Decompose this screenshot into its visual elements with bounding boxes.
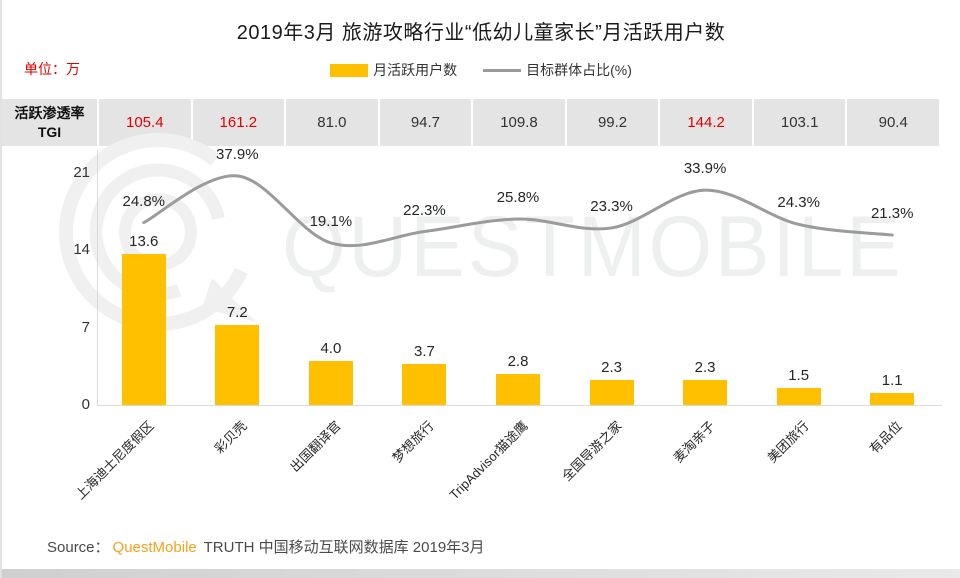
- tgi-cell: 81.0: [286, 99, 378, 146]
- category-label: TripAdvisor猫途鹰: [446, 418, 531, 503]
- bar: [870, 392, 915, 405]
- bar-legend-swatch-icon: [330, 63, 369, 77]
- source-prefix: Source：: [47, 539, 110, 556]
- legend-item-bar: 月活跃用户数: [330, 60, 457, 80]
- bar-value-label: 4.0: [320, 339, 342, 357]
- line-value-label: 25.8%: [496, 189, 540, 207]
- bar: [589, 379, 634, 405]
- tgi-cell: 99.2: [566, 99, 659, 146]
- source-suffix: TRUTH 中国移动互联网数据库 2019年3月: [199, 539, 485, 556]
- bar-legend-label: 月活跃用户数: [373, 62, 458, 78]
- category-label: 梦想旅行: [389, 418, 438, 466]
- bar: [308, 360, 353, 405]
- bar: [683, 379, 728, 405]
- category-label: 彩贝壳: [211, 418, 251, 457]
- line-value-label: 19.1%: [309, 212, 353, 230]
- legend: 月活跃用户数 目标群体占比(%): [2, 60, 960, 80]
- y-axis-line: [97, 150, 98, 405]
- y-axis-tick: 0: [81, 396, 90, 413]
- tgi-header-line1: 活跃渗透率: [14, 105, 85, 122]
- source-brand: QuestMobile: [112, 539, 197, 556]
- x-axis-line: [97, 405, 942, 406]
- bar-value-label: 1.5: [788, 367, 810, 385]
- source-line: Source： QuestMobile TRUTH 中国移动互联网数据库 2019…: [47, 536, 485, 557]
- y-axis-tick: 14: [73, 241, 90, 258]
- line-value-label: 37.9%: [216, 145, 259, 163]
- category-label: 有品位: [866, 418, 905, 457]
- bottom-bar: [2, 569, 960, 578]
- tgi-row: 活跃渗透率 TGI 105.4 161.2 81.0 94.7 109.8 99.2 144…: [2, 99, 939, 146]
- tgi-header-line2: TGI: [37, 123, 62, 140]
- bar-value-label: 3.7: [414, 343, 435, 361]
- tgi-cell: 109.8: [473, 99, 565, 146]
- legend-item-line: 目标群体占比(%): [483, 60, 632, 80]
- tgi-row-header: 活跃渗透率 TGI: [2, 99, 97, 146]
- unit-label: 单位：万: [24, 61, 80, 77]
- tgi-cell: 161.2: [192, 99, 285, 146]
- category-label: 美团旅行: [763, 418, 812, 466]
- line-legend-label: 目标群体占比(%): [526, 62, 632, 78]
- tgi-cell: 144.2: [660, 99, 752, 146]
- bar-value-label: 7.2: [226, 304, 248, 322]
- line-value-label: 24.8%: [122, 192, 166, 210]
- tgi-cell: 90.4: [847, 99, 939, 146]
- category-label: 麦淘亲子: [670, 418, 718, 466]
- bar: [215, 325, 260, 405]
- bar: [402, 364, 447, 405]
- line-value-label: 23.3%: [590, 197, 633, 215]
- y-axis-tick: 21: [73, 163, 90, 181]
- tgi-cell: 94.7: [379, 99, 472, 146]
- chart-title: 2019年3月 旅游攻略行业“低幼儿童家长”月活跃用户数: [236, 22, 726, 44]
- bar-value-label: 2.3: [601, 358, 622, 376]
- bar: [121, 254, 166, 405]
- bar-value-label: 1.1: [881, 371, 903, 389]
- bar: [496, 374, 540, 405]
- category-label: 全国导游之家: [558, 418, 625, 484]
- line-value-label: 22.3%: [403, 201, 446, 219]
- line-value-label: 33.9%: [683, 160, 727, 178]
- line-legend-swatch-icon: [483, 68, 522, 72]
- bar-value-label: 2.3: [694, 358, 716, 376]
- line-value-label: 21.3%: [870, 205, 914, 223]
- category-label: 上海迪士尼度假区: [72, 418, 157, 503]
- bar: [776, 388, 821, 405]
- line-value-label: 24.3%: [777, 194, 820, 212]
- category-label: 出国翻译官: [287, 418, 344, 475]
- bar-value-label: 13.6: [129, 233, 159, 251]
- bar-value-label: 2.8: [507, 353, 529, 370]
- y-axis-tick: 7: [81, 318, 90, 336]
- tgi-cell: 103.1: [753, 99, 846, 146]
